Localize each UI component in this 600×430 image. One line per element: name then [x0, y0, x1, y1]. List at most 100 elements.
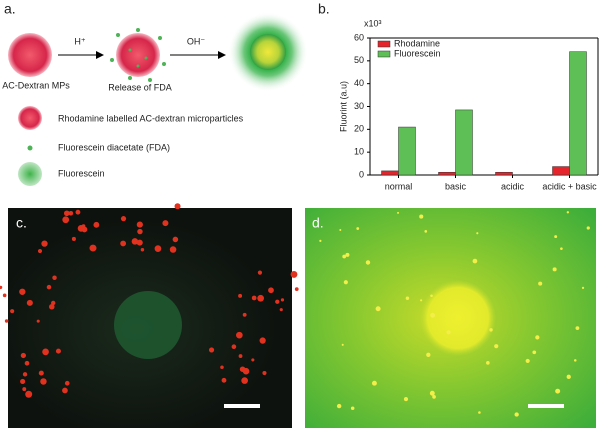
legend-icon	[18, 162, 42, 186]
particle	[472, 258, 478, 264]
x-tick-label: basic	[445, 181, 467, 191]
particle	[24, 360, 30, 366]
y-tick-label: 60	[354, 32, 364, 42]
particle	[93, 221, 100, 228]
scale-bar	[224, 404, 260, 408]
particle	[169, 246, 177, 253]
particle	[42, 348, 49, 356]
particle	[174, 203, 181, 210]
particle	[486, 361, 490, 365]
particle	[241, 377, 248, 384]
particle	[172, 236, 179, 243]
panel-label: c.	[16, 215, 27, 231]
particle	[220, 365, 224, 370]
particle	[22, 372, 28, 377]
particle	[52, 275, 57, 280]
particle	[575, 326, 580, 331]
particle	[238, 293, 243, 298]
particle	[319, 239, 322, 242]
microparticle	[8, 33, 52, 77]
particle	[446, 330, 451, 335]
x-tick-label: normal	[385, 181, 413, 191]
legend-swatch	[377, 40, 391, 48]
particle	[208, 347, 215, 353]
particle	[231, 344, 237, 350]
microparticle	[116, 33, 160, 77]
particle	[581, 286, 585, 289]
legend-icon	[18, 106, 42, 130]
particle	[419, 214, 424, 219]
legend-label: Fluorescein	[394, 48, 441, 58]
particle	[49, 303, 55, 310]
particle	[81, 226, 88, 233]
y-axis-title: Fluorint (a.u)	[338, 81, 348, 132]
particle	[342, 254, 347, 259]
particle	[375, 306, 381, 312]
microparticle	[420, 280, 496, 356]
particle	[236, 331, 243, 339]
particle	[136, 221, 143, 228]
particle	[341, 343, 344, 346]
particle	[280, 298, 285, 302]
particle	[290, 270, 298, 278]
particle	[514, 412, 519, 417]
scale-bar	[528, 404, 564, 408]
legend-text: Fluorescein	[58, 168, 105, 178]
particle	[259, 337, 266, 344]
y-tick-label: 30	[354, 101, 364, 111]
particle	[131, 238, 139, 245]
particle	[405, 296, 410, 301]
particle	[554, 235, 558, 239]
yellow-particles	[319, 211, 590, 417]
caption: AC-Dextran MPs	[2, 80, 70, 90]
particle	[251, 358, 255, 362]
particle	[257, 294, 264, 302]
particle	[257, 270, 263, 275]
particle	[262, 371, 267, 376]
particle	[38, 370, 44, 376]
particle	[40, 378, 47, 385]
particle	[62, 216, 70, 224]
particle	[420, 299, 423, 302]
bar	[495, 172, 513, 176]
particle	[19, 288, 26, 295]
particle	[64, 380, 70, 386]
particle	[525, 358, 530, 364]
particle	[397, 211, 400, 214]
particle	[586, 226, 590, 230]
particle	[120, 216, 127, 222]
particle	[242, 367, 250, 375]
bar	[381, 170, 399, 176]
particle	[560, 247, 563, 250]
particle	[251, 295, 257, 301]
particle	[140, 247, 145, 252]
particle	[41, 240, 48, 247]
particle	[154, 245, 162, 252]
y-tick-label: 20	[354, 124, 364, 134]
particle	[532, 350, 537, 355]
particle	[0, 285, 3, 290]
legend-swatch	[377, 50, 391, 58]
red-particles	[0, 203, 299, 398]
y-tick-label: 10	[354, 147, 364, 157]
particle	[55, 348, 61, 354]
particle	[25, 390, 33, 398]
axis-multiplier: x10³	[364, 18, 382, 28]
particle	[339, 228, 342, 232]
particle	[221, 377, 227, 383]
particle	[555, 388, 561, 394]
particle	[430, 312, 436, 318]
particle	[89, 244, 97, 252]
particle	[242, 312, 247, 317]
particle	[566, 374, 571, 379]
panel-label: a.	[4, 1, 16, 17]
particle	[137, 228, 143, 235]
microparticle	[114, 291, 182, 359]
particle	[350, 406, 355, 410]
particle	[20, 352, 26, 359]
y-tick-label: 50	[354, 55, 364, 65]
particle	[26, 299, 33, 306]
bar	[438, 172, 456, 176]
fda-dots	[110, 28, 166, 82]
